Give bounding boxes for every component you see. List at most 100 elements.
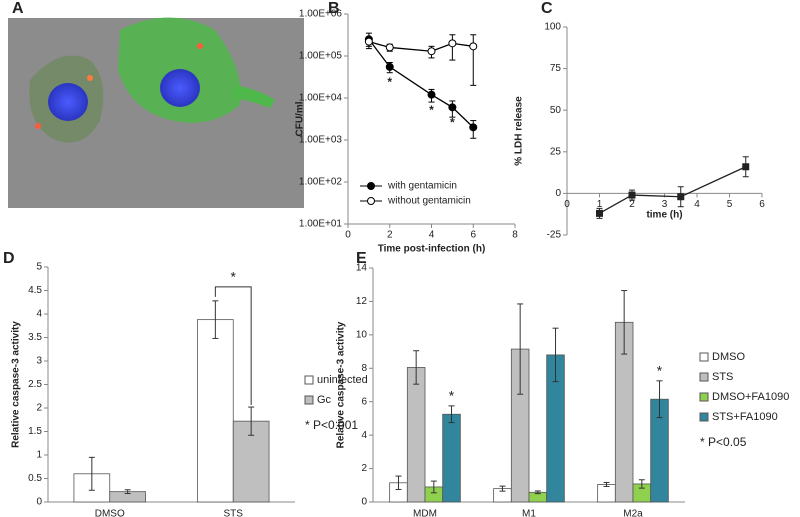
y-tick-label: 6 xyxy=(361,396,367,407)
significance: * xyxy=(450,115,455,129)
x-tick-label: 8 xyxy=(512,230,518,241)
series-line xyxy=(368,40,474,52)
panel-label: E xyxy=(356,250,367,267)
legend-label: STS xyxy=(712,371,733,383)
y-tick-label: 0 xyxy=(555,188,561,199)
y-axis-label: % LDH release xyxy=(514,96,525,166)
bar xyxy=(197,319,234,503)
x-tick-label: M2a xyxy=(623,509,643,517)
legend-marker xyxy=(367,182,375,190)
y-tick-label: 50 xyxy=(550,105,562,116)
legend-swatch xyxy=(699,372,709,382)
panel-label: A xyxy=(12,0,24,17)
significance: * xyxy=(657,363,663,379)
legend-swatch xyxy=(699,412,709,422)
panel-label: B xyxy=(328,0,340,17)
y-tick-label: 1.00E+06 xyxy=(299,9,343,20)
bracket xyxy=(214,286,252,406)
point xyxy=(364,37,373,46)
y-tick-label: 2 xyxy=(36,403,42,414)
y-tick-label: 10 xyxy=(356,329,368,340)
x-tick-label: 2 xyxy=(629,199,635,210)
y-tick-label: 3.5 xyxy=(28,332,42,343)
legend-swatch xyxy=(304,395,314,405)
y-axis-label: Relative caspase-3 activity xyxy=(336,321,347,448)
x-tick-label: 5 xyxy=(727,199,733,210)
bracket-label: * xyxy=(231,269,237,285)
point xyxy=(427,47,436,56)
x-tick-label: 6 xyxy=(759,199,765,210)
point xyxy=(677,193,685,201)
y-tick-label: 5 xyxy=(36,262,42,273)
y-tick-label: 0 xyxy=(361,497,367,508)
x-tick-label: 2 xyxy=(387,230,393,241)
legend-marker xyxy=(367,197,375,205)
x-tick-label: 3 xyxy=(662,199,668,210)
x-tick-label: 4 xyxy=(429,230,435,241)
point xyxy=(385,62,394,71)
point xyxy=(628,191,636,199)
bar xyxy=(406,367,426,503)
y-tick-label: 1 xyxy=(36,450,42,461)
point xyxy=(469,123,478,132)
x-axis-label: time (h) xyxy=(646,210,682,221)
y-tick-label: 2 xyxy=(361,463,367,474)
bar xyxy=(442,413,461,503)
series-line xyxy=(599,166,747,214)
note: * P<0.001 xyxy=(305,418,358,432)
point xyxy=(385,43,394,52)
x-axis-label: Time post-infection (h) xyxy=(378,244,486,255)
panel-label: C xyxy=(541,0,553,17)
y-tick-label: 4 xyxy=(36,309,42,320)
x-tick-label: 0 xyxy=(564,199,570,210)
legend-label: DMSO+FA1090 xyxy=(712,391,789,403)
point xyxy=(742,163,750,171)
x-tick-label: STS xyxy=(224,509,244,517)
x-tick-label: 0 xyxy=(345,230,351,241)
y-tick-label: 25 xyxy=(550,146,562,157)
point xyxy=(427,90,436,99)
x-tick-label: MDM xyxy=(413,509,437,517)
legend-label: uninfected xyxy=(317,374,368,386)
y-axis-label: CFU/ml xyxy=(295,101,306,136)
panel-label: D xyxy=(3,250,15,267)
point xyxy=(448,39,457,48)
micrograph xyxy=(8,17,304,208)
significance: * xyxy=(449,388,455,404)
bar xyxy=(597,484,616,503)
y-tick-label: 0 xyxy=(36,497,42,508)
y-tick-label: 1.5 xyxy=(28,426,42,437)
y-tick-label: 14 xyxy=(356,263,368,274)
legend-swatch xyxy=(699,352,709,362)
y-tick-label: 1.00E+04 xyxy=(299,93,343,104)
significance: * xyxy=(429,103,434,117)
y-tick-label: 3 xyxy=(36,356,42,367)
point xyxy=(596,209,603,217)
x-tick-label: M1 xyxy=(522,509,536,517)
y-tick-label: 100 xyxy=(544,22,561,33)
series-line xyxy=(368,38,474,128)
y-tick-label: 8 xyxy=(361,363,367,374)
x-tick-label: 4 xyxy=(694,199,700,210)
legend-swatch xyxy=(304,375,314,385)
y-tick-label: 0.5 xyxy=(28,473,42,484)
x-tick-label: 6 xyxy=(470,230,476,241)
legend-label: with gentamicin xyxy=(387,181,457,192)
legend-label: DMSO xyxy=(712,351,745,363)
y-tick-label: 1.00E+01 xyxy=(299,219,343,230)
x-tick-label: 1 xyxy=(597,199,603,210)
y-tick-label: 1.00E+03 xyxy=(299,135,343,146)
legend-label: without gentamicin xyxy=(387,196,471,207)
point xyxy=(469,42,478,51)
note: * P<0.05 xyxy=(700,435,747,449)
y-tick-label: 1.00E+02 xyxy=(299,177,343,188)
legend-label: STS+FA1090 xyxy=(712,411,778,423)
y-tick-label: -25 xyxy=(547,230,562,241)
y-tick-label: 12 xyxy=(356,296,368,307)
y-tick-label: 75 xyxy=(550,63,562,74)
point xyxy=(448,103,457,112)
legend-swatch xyxy=(699,392,709,402)
legend-label: Gc xyxy=(317,394,332,406)
y-tick-label: 4 xyxy=(361,430,367,441)
